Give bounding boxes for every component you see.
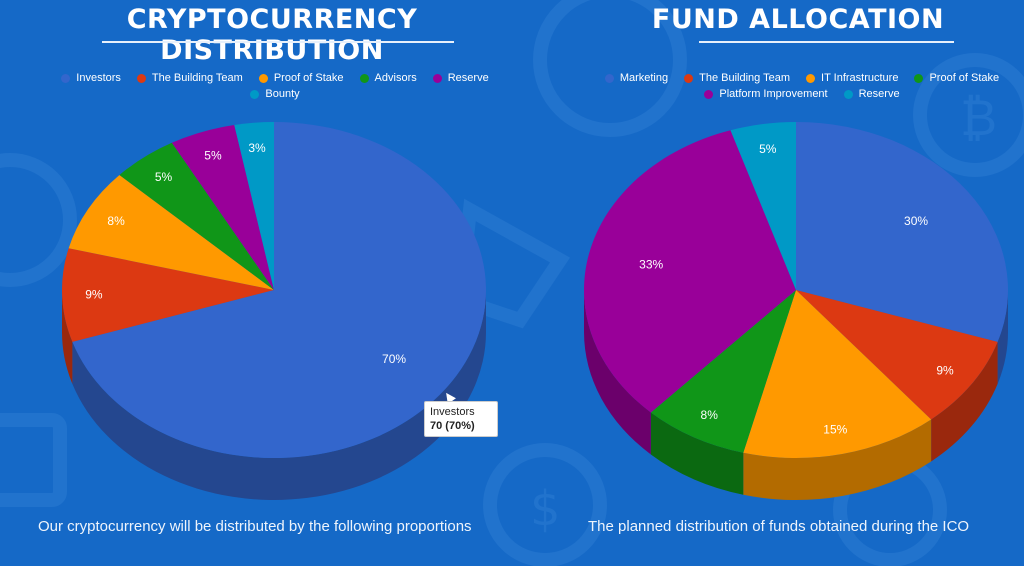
slice-data-label: 33% [639,257,663,271]
legend-item[interactable]: IT Infrastructure [806,70,898,86]
slice-data-label: 9% [936,363,954,377]
legend-swatch [61,73,71,83]
pie-slice[interactable] [796,290,998,420]
title-underline [102,41,454,43]
legend-item[interactable]: Reserve [432,70,489,86]
dollar-symbol-icon: $ [530,481,561,537]
pie-slice[interactable] [68,174,274,290]
pie-slice[interactable] [730,122,796,290]
slice-data-label: 5% [155,170,173,184]
legend-item[interactable]: The Building Team [136,70,243,86]
chart-title: CRYPTOCURRENCY DISTRIBUTION [126,4,418,66]
chart-tooltip: Investors 70 (70%) [424,401,498,437]
chart-legend: Investors The Building Team Proof of Stake… [40,70,510,102]
pie-slice-side [997,290,1008,384]
legend-label: Proof of Stake [929,72,1000,84]
pie-slice[interactable] [796,122,1008,342]
tooltip-value: 70 (70%) [430,420,475,432]
tooltip-series-name: Investors [430,406,475,418]
legend-label: Proof of Stake [273,72,344,84]
bitcoin-symbol-icon: ₿ [960,89,997,147]
legend-label: Advisors [374,72,417,84]
slice-data-label: 9% [85,287,103,301]
dollar-coin-icon [483,443,607,566]
legend-label: Platform Improvement [719,88,828,100]
legend-item[interactable]: Platform Improvement [704,86,828,102]
pie-slice[interactable] [650,290,796,453]
legend-swatch [432,73,442,83]
legend-swatch [258,73,268,83]
pie-slice-side [584,290,651,455]
slice-data-label: 5% [204,149,222,163]
coin-icon [533,0,687,137]
pie-slice[interactable] [584,130,796,413]
legend-swatch [136,73,146,83]
legend-item[interactable]: Proof of Stake [914,70,999,86]
legend-swatch [704,89,714,99]
legend-swatch [604,73,614,83]
legend-swatch [914,73,924,83]
pie-slice[interactable] [743,290,932,458]
legend-swatch [250,89,260,99]
slice-data-label: 70% [382,352,406,366]
legend-item[interactable]: Bounty [250,86,300,102]
legend-swatch [359,73,369,83]
legend-label: Reserve [447,72,489,84]
legend-item[interactable]: Reserve [843,86,900,102]
legend-label: Investors [76,72,121,84]
legend-label: Reserve [858,88,900,100]
legend-item[interactable]: Marketing [604,70,669,86]
pie-slice[interactable] [72,122,486,458]
pie-slice-side [62,290,73,384]
legend-label: The Building Team [699,72,791,84]
chart-caption: The planned distribution of funds obtain… [588,518,970,535]
slice-data-label: 3% [248,141,266,155]
slice-data-label: 8% [107,214,125,228]
legend-item[interactable]: Advisors [359,70,417,86]
chart-caption: Our cryptocurrency will be distributed b… [38,518,472,535]
chart-legend: Marketing The Building Team IT Infrastruct… [582,70,1022,102]
lock-icon [0,413,67,507]
chart-title: FUND ALLOCATION [651,4,945,35]
fund-allocation-panel: FUND ALLOCATION Marketing The Building Te… [512,0,1024,566]
pie-slice-side [743,419,932,501]
bitcoin-coin-icon [913,53,1024,177]
legend-label: IT Infrastructure [821,72,899,84]
pie-slice[interactable] [171,124,274,290]
pie-slice[interactable] [119,142,274,290]
pie-slice[interactable] [234,122,274,290]
pie-chart: 70% 9% 8% 5% 5% 3% [62,122,486,501]
pie-slice-side [650,412,744,495]
legend-item[interactable]: Investors [61,70,121,86]
legend-label: Marketing [619,72,669,84]
pie-slice[interactable] [62,248,274,342]
pie-slice-side [931,341,998,462]
legend-swatch [843,89,853,99]
coin-icon [0,153,77,287]
legend-item[interactable]: Proof of Stake [258,70,344,86]
legend-label: Bounty [265,88,300,100]
legend-swatch [684,73,694,83]
pie-chart: 30% 9% 15% 8% 33% 5% [584,122,1008,501]
legend-swatch [806,73,816,83]
legend-label: The Building Team [151,72,243,84]
slice-data-label: 30% [904,214,928,228]
slice-data-label: 5% [759,142,777,156]
title-underline [699,41,954,43]
slice-data-label: 8% [701,408,719,422]
crypto-distribution-panel: CRYPTOCURRENCY DISTRIBUTION Investors The… [38,4,510,535]
legend-item[interactable]: The Building Team [684,70,790,86]
slice-data-label: 15% [823,422,847,436]
pie-slice-side [72,290,486,501]
